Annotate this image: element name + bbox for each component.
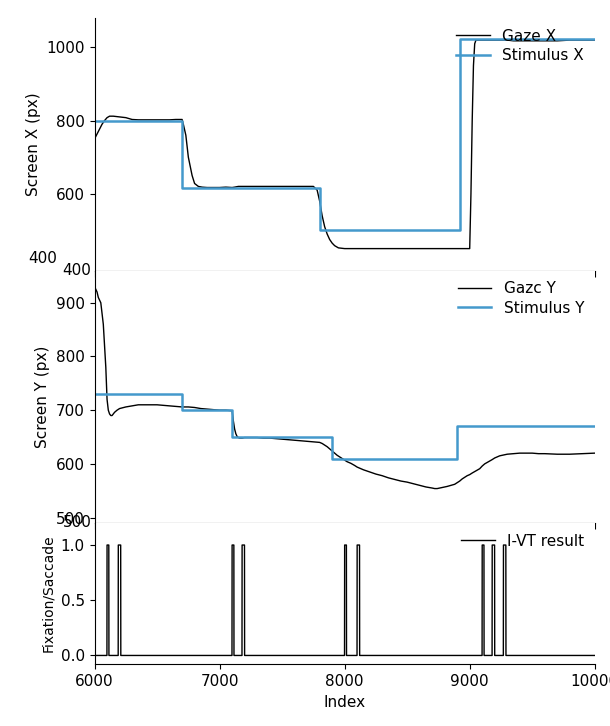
X-axis label: Index: Index	[323, 695, 366, 709]
I-VT result	[103, 541, 110, 550]
Gaze X	[467, 189, 475, 198]
Line: Gazc Y: Gazc Y	[95, 287, 595, 489]
I-VT result	[343, 541, 350, 550]
Stimulus X	[316, 226, 323, 234]
Legend: Gaze X, Stimulus X: Gaze X, Stimulus X	[453, 26, 587, 67]
Gazc Y	[431, 484, 439, 493]
Stimulus X	[456, 226, 464, 234]
Line: Stimulus X: Stimulus X	[95, 39, 595, 230]
Stimulus Y	[453, 454, 461, 463]
Legend: I-VT result: I-VT result	[458, 531, 587, 552]
Y-axis label: Screen X (px): Screen X (px)	[26, 92, 41, 196]
Gaze X	[591, 36, 598, 44]
Stimulus X	[91, 116, 98, 125]
I-VT result	[190, 651, 198, 660]
Gaze X	[470, 62, 477, 70]
Stimulus Y	[228, 433, 235, 441]
Line: Gaze X: Gaze X	[95, 40, 595, 248]
Y-axis label: Screen Y (px): Screen Y (px)	[35, 346, 50, 448]
Gazc Y	[459, 475, 466, 484]
Gaze X	[341, 244, 348, 253]
Stimulus Y	[228, 406, 235, 415]
Gazc Y	[434, 484, 441, 493]
Gaze X	[347, 244, 354, 253]
Gazc Y	[239, 433, 246, 442]
Gaze X	[453, 244, 461, 253]
Gazc Y	[111, 408, 118, 417]
Stimulus Y	[91, 390, 98, 399]
Text: 500: 500	[63, 515, 92, 531]
I-VT result	[304, 651, 311, 660]
Legend: Gazc Y, Stimulus Y: Gazc Y, Stimulus Y	[454, 278, 587, 319]
Stimulus X	[316, 183, 323, 192]
Stimulus X	[178, 183, 185, 192]
I-VT result	[91, 651, 98, 660]
Stimulus Y	[328, 454, 336, 463]
Stimulus Y	[178, 406, 185, 415]
Gaze X	[472, 36, 479, 44]
Gazc Y	[591, 449, 598, 457]
Stimulus X	[456, 35, 464, 44]
Gaze X	[91, 134, 98, 143]
Y-axis label: Fixation/Saccade: Fixation/Saccade	[41, 535, 55, 653]
Text: 400: 400	[63, 263, 92, 278]
I-VT result	[162, 651, 169, 660]
I-VT result	[309, 651, 317, 660]
Stimulus Y	[453, 422, 461, 431]
Line: I-VT result: I-VT result	[95, 545, 595, 656]
Gazc Y	[91, 282, 98, 291]
Gaze X	[485, 36, 492, 44]
Gazc Y	[172, 402, 179, 411]
Stimulus Y	[328, 433, 336, 441]
I-VT result	[591, 651, 598, 660]
I-VT result	[431, 651, 439, 660]
Gazc Y	[464, 471, 471, 480]
Stimulus X	[178, 116, 185, 125]
Stimulus Y	[591, 422, 598, 431]
Text: 400: 400	[28, 250, 57, 266]
Gaze X	[468, 116, 476, 125]
Stimulus Y	[178, 390, 185, 399]
Line: Stimulus Y: Stimulus Y	[95, 394, 595, 459]
Stimulus X	[591, 35, 598, 44]
